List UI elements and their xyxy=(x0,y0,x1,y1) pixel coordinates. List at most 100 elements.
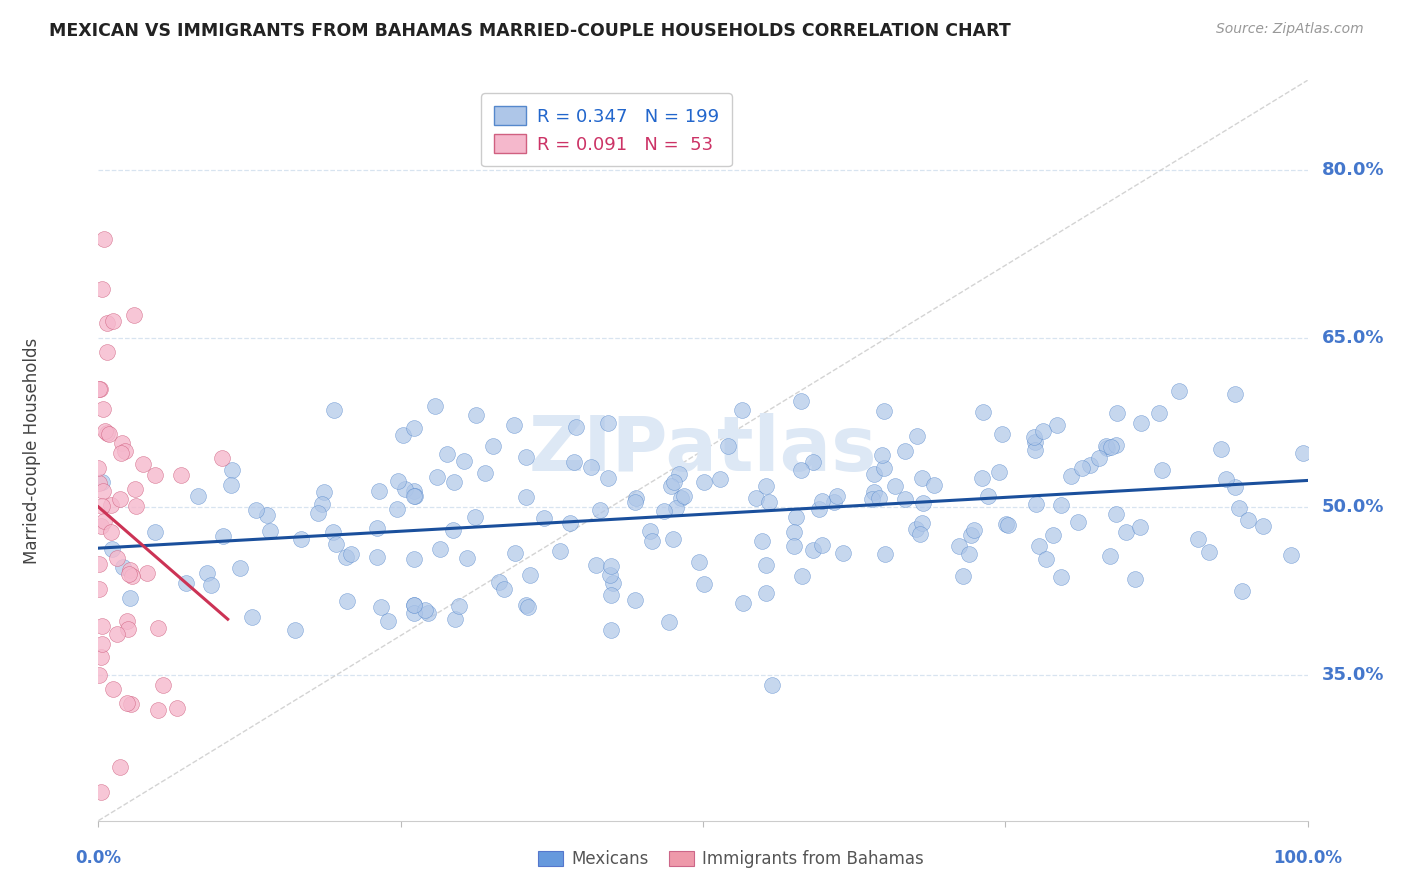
Point xyxy=(783,539,806,553)
Point xyxy=(120,697,142,711)
Text: 50.0%: 50.0% xyxy=(1322,498,1385,516)
Point xyxy=(1211,442,1233,456)
Text: 35.0%: 35.0% xyxy=(1322,665,1385,684)
Point xyxy=(453,454,475,468)
Point xyxy=(862,467,884,482)
Point xyxy=(166,701,188,715)
Point xyxy=(425,399,447,413)
Point xyxy=(1105,507,1128,521)
Point xyxy=(426,469,449,483)
Point xyxy=(187,489,209,503)
Point xyxy=(290,533,312,547)
Point xyxy=(755,479,778,493)
Point xyxy=(948,539,970,553)
Point xyxy=(641,534,664,549)
Point xyxy=(640,524,662,538)
Point xyxy=(474,466,496,480)
Point xyxy=(997,518,1019,533)
Point xyxy=(1022,430,1045,444)
Point xyxy=(1031,425,1053,439)
Point xyxy=(108,759,131,773)
Point xyxy=(117,696,139,710)
Point xyxy=(1078,458,1101,472)
Point xyxy=(908,526,931,541)
Point xyxy=(1167,384,1189,398)
Point xyxy=(589,503,612,517)
Point xyxy=(585,558,607,572)
Point xyxy=(120,591,142,605)
Point xyxy=(404,483,426,498)
Point xyxy=(755,586,778,600)
Point xyxy=(456,551,478,566)
Point xyxy=(1025,497,1047,511)
Point xyxy=(893,443,915,458)
Point xyxy=(96,316,118,330)
Point xyxy=(335,549,357,564)
Point xyxy=(105,627,128,641)
Point xyxy=(860,491,883,506)
Point xyxy=(693,475,716,489)
Point xyxy=(952,569,974,583)
Point xyxy=(1187,532,1209,546)
Point xyxy=(110,491,132,506)
Point xyxy=(782,525,804,540)
Point xyxy=(464,510,486,524)
Point xyxy=(790,463,813,477)
Point xyxy=(957,547,980,561)
Point xyxy=(90,281,112,295)
Point xyxy=(751,534,773,549)
Point xyxy=(662,532,685,546)
Point xyxy=(1046,417,1069,432)
Point xyxy=(323,402,346,417)
Point xyxy=(1105,438,1128,452)
Point xyxy=(339,548,361,562)
Point xyxy=(558,516,581,530)
Point xyxy=(972,405,994,419)
Point xyxy=(596,470,619,484)
Point xyxy=(785,510,807,524)
Point xyxy=(976,488,998,502)
Point xyxy=(87,668,110,682)
Point xyxy=(444,612,467,626)
Point xyxy=(1099,441,1122,455)
Legend: R = 0.347   N = 199, R = 0.091   N =  53: R = 0.347 N = 199, R = 0.091 N = 53 xyxy=(481,93,731,166)
Point xyxy=(404,598,426,612)
Point xyxy=(599,568,621,582)
Point xyxy=(883,479,905,493)
Point xyxy=(672,489,695,503)
Point xyxy=(256,508,278,522)
Point xyxy=(790,394,813,409)
Point xyxy=(112,560,135,574)
Point xyxy=(96,426,118,441)
Point xyxy=(103,682,125,697)
Point xyxy=(790,568,813,582)
Point xyxy=(533,511,555,525)
Point xyxy=(801,454,824,468)
Point xyxy=(668,467,690,481)
Point xyxy=(758,495,780,509)
Point xyxy=(195,566,218,580)
Point xyxy=(599,623,621,637)
Point xyxy=(87,557,110,571)
Point xyxy=(515,598,537,612)
Point xyxy=(482,439,505,453)
Point xyxy=(90,475,112,489)
Point xyxy=(90,518,112,533)
Point xyxy=(1094,438,1116,452)
Point xyxy=(1227,501,1250,516)
Point xyxy=(97,426,120,441)
Point xyxy=(1152,463,1174,477)
Point xyxy=(366,550,388,565)
Point xyxy=(124,483,146,497)
Point xyxy=(905,429,928,443)
Point xyxy=(1292,446,1315,460)
Point xyxy=(464,409,486,423)
Point xyxy=(394,482,416,496)
Text: Source: ZipAtlas.com: Source: ZipAtlas.com xyxy=(1216,22,1364,37)
Point xyxy=(93,231,115,245)
Point xyxy=(228,561,250,575)
Point xyxy=(600,558,623,573)
Point xyxy=(429,541,451,556)
Point xyxy=(1251,518,1274,533)
Point xyxy=(1198,544,1220,558)
